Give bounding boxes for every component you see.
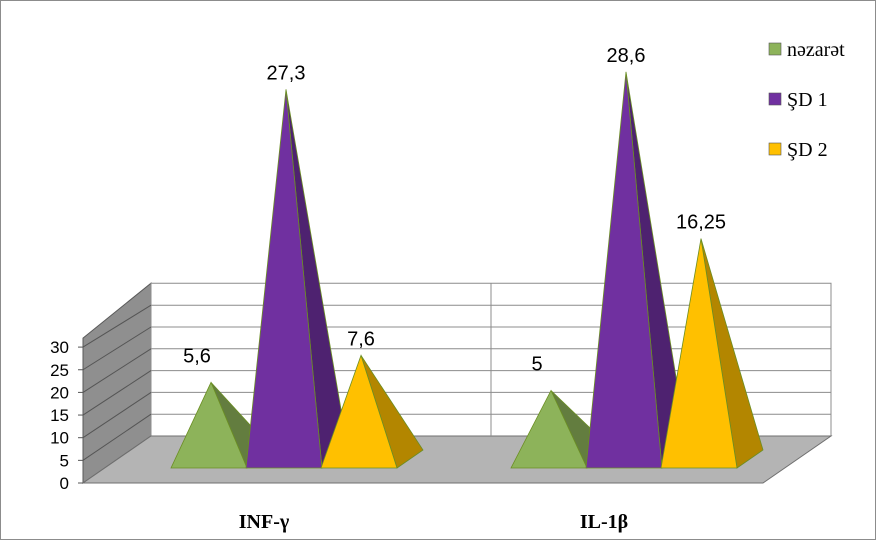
pyramid-front-face: [170, 381, 248, 469]
pyramid-1-3: [320, 354, 424, 469]
gridline-side: [82, 370, 152, 416]
y-tick-label: 5: [60, 451, 69, 470]
y-tick-label: 20: [50, 383, 69, 402]
gridline-side: [82, 348, 152, 393]
gridline-side: [82, 326, 152, 371]
data-label: 5: [531, 354, 542, 376]
legend-swatch: [768, 42, 782, 56]
gridline-side: [82, 304, 152, 348]
legend-label: ŞD 1: [787, 89, 828, 111]
pyramid-1-2: [245, 89, 349, 469]
pyramid-front-face: [660, 238, 738, 469]
legend-label: ŞD 2: [787, 139, 828, 161]
pyramid-front-face: [585, 71, 663, 469]
pyramid-front-face: [510, 389, 588, 469]
category-label: INF-γ: [239, 511, 290, 533]
y-tick-label: 10: [50, 429, 69, 448]
legend-swatch: [768, 142, 782, 156]
category-label: IL-1β: [580, 511, 628, 533]
pyramid-2-3: [660, 238, 764, 469]
legend-swatch: [768, 92, 782, 106]
y-tick-label: 25: [50, 361, 69, 380]
y-tick-label: 30: [50, 338, 69, 357]
data-label: 7,6: [347, 328, 375, 350]
legend-label: nəzarət: [787, 39, 845, 61]
gridline-side: [82, 413, 152, 461]
pyramid-front-face: [245, 89, 323, 469]
data-label: 27,3: [267, 62, 306, 84]
data-label: 16,25: [676, 212, 726, 234]
y-tick-label: 0: [60, 474, 69, 493]
data-label: 28,6: [607, 45, 646, 67]
pyramid-front-face: [320, 354, 398, 469]
y-tick-label: 15: [50, 406, 69, 425]
gridline-side: [82, 391, 152, 439]
data-label: 5,6: [183, 345, 211, 367]
